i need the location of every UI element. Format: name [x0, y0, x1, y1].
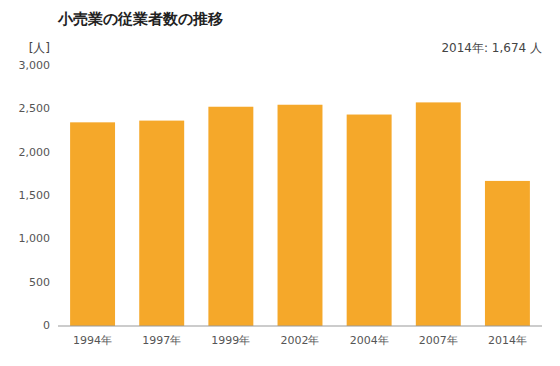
bar — [347, 115, 392, 326]
x-axis-line — [58, 326, 542, 327]
x-tick-label: 2002年 — [281, 334, 320, 347]
x-tick-label: 2004年 — [350, 334, 389, 347]
y-axis-label: [人] — [29, 41, 50, 55]
y-tick-label: 1,000 — [19, 232, 51, 245]
chart-container: 0 500 1,000 1,500 2,000 2,500 3,000 1994年 1997年 1… — [0, 0, 560, 366]
bars — [70, 102, 530, 326]
y-tick-label: 3,000 — [19, 59, 51, 72]
y-tick-label: 500 — [29, 276, 50, 289]
x-tick-label: 1997年 — [142, 334, 181, 347]
bar — [485, 181, 530, 326]
x-tick-label: 1994年 — [73, 334, 112, 347]
chart: 0 500 1,000 1,500 2,000 2,500 3,000 1994年 1997年 1… — [0, 0, 560, 366]
bar — [416, 102, 461, 326]
y-tick-label: 1,500 — [19, 189, 51, 202]
bar — [278, 105, 323, 326]
y-tick-label: 2,000 — [19, 146, 51, 159]
y-tick-label: 0 — [43, 319, 50, 332]
bar — [139, 121, 184, 326]
bar — [208, 107, 253, 326]
x-tick-label: 2014年 — [488, 334, 527, 347]
x-tick-label: 1999年 — [211, 334, 250, 347]
title: 小売業の従業者数の推移 — [57, 10, 223, 28]
y-tick-label: 2,500 — [19, 102, 51, 115]
x-tick-label: 2007年 — [419, 334, 458, 347]
annotation: 2014年: 1,674 人 — [441, 41, 542, 55]
bar — [70, 122, 115, 326]
background — [0, 0, 560, 366]
